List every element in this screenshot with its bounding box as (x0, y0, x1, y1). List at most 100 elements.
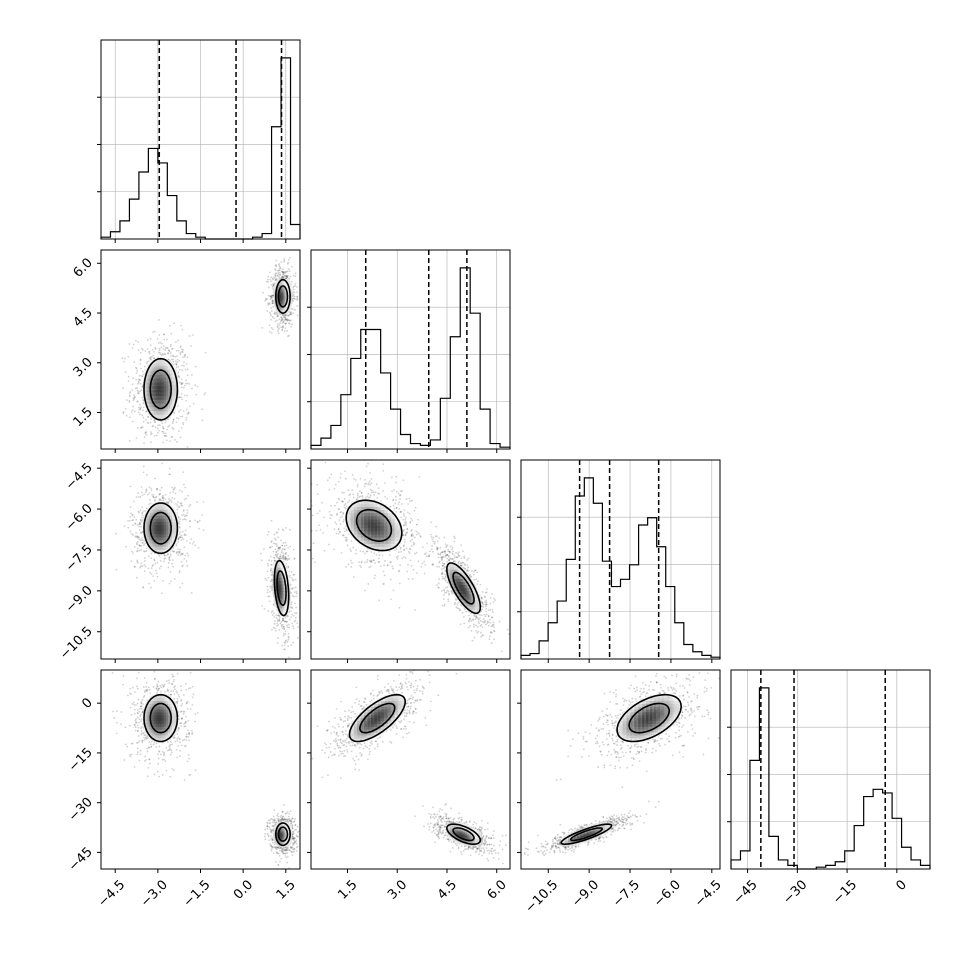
sample-point (475, 615, 477, 617)
sample-point (184, 353, 186, 356)
sample-point (291, 613, 294, 616)
density-cell (364, 537, 371, 544)
sample-point (135, 367, 138, 370)
sample-point (286, 319, 289, 322)
sample-point (403, 544, 405, 547)
sample-point (355, 552, 358, 555)
sample-point (403, 528, 406, 531)
sample-point (481, 604, 483, 607)
sample-point (273, 616, 276, 619)
sample-point (287, 558, 290, 561)
sample-point (115, 568, 118, 571)
sample-point (392, 589, 395, 592)
sample-point (269, 585, 272, 588)
sample-point (269, 555, 272, 558)
sample-point (395, 475, 398, 478)
density-cell (391, 528, 398, 535)
sample-point (139, 382, 142, 385)
sample-point (384, 482, 386, 484)
sample-point (151, 564, 154, 567)
sample-point (267, 286, 270, 289)
sample-point (284, 557, 287, 560)
sample-point (181, 504, 184, 507)
sample-point (396, 555, 399, 558)
density-cell (381, 507, 388, 514)
sample-point (142, 471, 145, 474)
density-cell (353, 534, 360, 541)
sample-point (405, 524, 407, 527)
sample-point (447, 550, 450, 553)
sample-point (148, 491, 151, 494)
sample-point (280, 316, 283, 319)
sample-point (345, 528, 347, 531)
sample-point (286, 330, 289, 332)
sample-point (460, 557, 463, 560)
sample-point (292, 625, 294, 627)
sample-point (169, 570, 172, 573)
sample-point (360, 491, 363, 494)
sample-point (269, 295, 272, 298)
sample-point (172, 358, 175, 361)
sample-point (153, 496, 156, 499)
sample-point (284, 640, 287, 642)
sample-point (437, 586, 440, 589)
sample-point (287, 314, 290, 317)
sample-point (292, 587, 295, 589)
density-cell (384, 531, 391, 538)
sample-point (374, 491, 377, 494)
sample-point (321, 501, 323, 504)
sample-point (285, 277, 288, 280)
sample-point (180, 378, 183, 380)
sample-point (140, 347, 143, 350)
sample-point (285, 557, 288, 560)
sample-point (163, 434, 166, 437)
sample-point (140, 532, 142, 535)
sample-point (294, 591, 296, 593)
sample-point (136, 550, 138, 553)
sample-point (179, 586, 181, 589)
density-cell (391, 534, 398, 541)
sample-point (141, 516, 143, 519)
sample-point (167, 562, 170, 565)
sample-point (182, 356, 184, 359)
sample-point (271, 302, 274, 305)
sample-point (373, 577, 376, 580)
sample-point (444, 554, 447, 557)
sample-point (284, 319, 286, 322)
sample-point (480, 623, 483, 626)
sample-point (364, 561, 366, 564)
sample-point (130, 411, 133, 413)
sample-point (292, 308, 295, 311)
sample-point (478, 614, 481, 616)
sample-point (487, 624, 490, 627)
sample-point (291, 622, 293, 625)
sample-point (148, 486, 151, 489)
sample-point (175, 349, 178, 352)
sample-point (409, 500, 411, 502)
sample-point (330, 504, 333, 507)
sample-point (184, 518, 187, 521)
sample-point (282, 271, 284, 274)
sample-point (288, 618, 291, 621)
sample-point (270, 587, 273, 590)
sample-point (273, 622, 276, 625)
sample-point (133, 516, 136, 518)
sample-point (286, 276, 288, 279)
sample-point (276, 322, 279, 325)
sample-point (152, 564, 155, 567)
sample-point (275, 543, 278, 545)
sample-point (267, 294, 270, 297)
sample-point (290, 311, 292, 313)
density-cell (367, 503, 374, 510)
sample-point (151, 348, 154, 351)
sample-point (282, 315, 285, 318)
density-cell (357, 537, 364, 544)
sample-point (163, 554, 166, 557)
sample-point (402, 513, 405, 515)
sample-point (307, 486, 309, 488)
sample-point (146, 457, 148, 459)
sample-point (292, 291, 295, 293)
sample-point (139, 544, 141, 547)
sample-point (278, 614, 281, 617)
sample-point (280, 275, 283, 278)
